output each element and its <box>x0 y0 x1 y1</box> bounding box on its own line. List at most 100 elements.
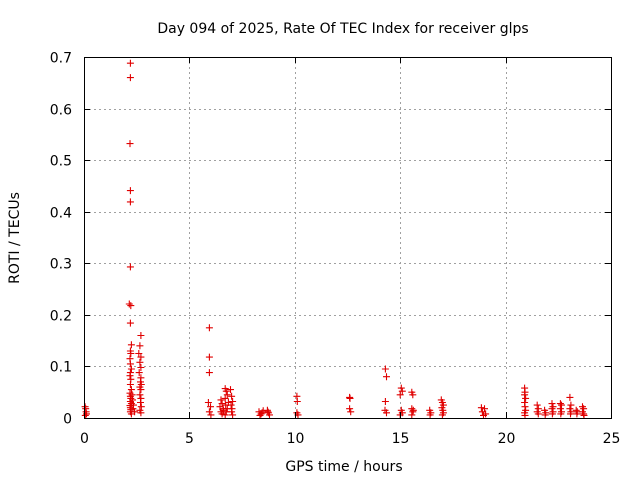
data-point <box>227 401 235 409</box>
data-point <box>137 399 144 406</box>
data-point <box>398 387 406 395</box>
y-tick-label: 0.3 <box>50 257 72 273</box>
y-tick-labels: 0 0.1 0.2 0.3 0.4 0.5 0.6 0.7 <box>50 51 72 428</box>
data-point <box>258 409 266 417</box>
data-point <box>126 198 134 206</box>
data-point <box>126 74 134 82</box>
data-point <box>572 406 580 414</box>
data-point <box>548 410 556 418</box>
data-point <box>135 350 143 357</box>
data-point <box>408 411 416 419</box>
data-point <box>557 410 565 418</box>
data-point <box>397 384 405 392</box>
data-point <box>228 408 236 416</box>
data-point <box>264 408 272 416</box>
data-point <box>223 391 231 399</box>
data-point <box>580 411 588 419</box>
data-point <box>137 364 145 371</box>
x-tick-label: 20 <box>498 431 516 447</box>
data-point <box>567 401 575 409</box>
data-point <box>137 409 145 417</box>
data-point <box>136 391 144 399</box>
data-point <box>126 372 134 380</box>
plot-frame <box>84 57 612 419</box>
data-point <box>381 365 389 373</box>
y-tick-label: 0.6 <box>50 103 72 119</box>
data-points <box>81 59 588 419</box>
data-point <box>221 411 229 419</box>
data-point <box>136 342 144 350</box>
x-tick-label: 10 <box>287 431 305 447</box>
data-point <box>127 350 135 357</box>
y-axis-label: ROTI / TECUs <box>7 192 23 284</box>
data-point <box>205 369 213 377</box>
data-point <box>136 358 144 366</box>
data-point <box>383 373 390 381</box>
data-point <box>137 332 145 339</box>
data-point <box>128 391 136 399</box>
data-point <box>533 401 541 409</box>
data-point <box>127 386 135 394</box>
data-point <box>409 391 417 399</box>
data-point <box>127 341 135 349</box>
data-point <box>137 386 145 394</box>
data-point <box>521 403 529 411</box>
data-point <box>130 401 137 409</box>
data-point <box>129 405 137 413</box>
y-tick-label: 0.2 <box>50 309 72 325</box>
data-point <box>438 411 446 419</box>
data-point <box>135 369 143 377</box>
data-point <box>218 410 226 418</box>
data-point <box>567 410 574 418</box>
axis-ticks <box>84 57 612 419</box>
data-point <box>126 381 134 388</box>
data-point <box>229 411 237 419</box>
data-point <box>229 398 237 405</box>
x-tick-label: 5 <box>185 431 194 447</box>
data-point <box>521 391 529 399</box>
data-point <box>396 391 404 399</box>
data-point <box>126 360 134 368</box>
x-tick-label: 15 <box>392 431 410 447</box>
data-point <box>347 408 355 416</box>
data-point <box>205 408 213 416</box>
data-point <box>426 411 434 419</box>
grid-lines <box>84 57 611 418</box>
data-point <box>207 403 214 411</box>
x-tick-labels: 0 5 10 15 20 25 <box>80 431 620 447</box>
data-point <box>521 411 529 419</box>
data-point <box>573 410 581 418</box>
y-tick-label: 0.4 <box>50 206 72 222</box>
data-point <box>383 409 390 417</box>
data-point <box>81 411 89 419</box>
x-tick-label: 0 <box>80 431 89 447</box>
y-tick-label: 0 <box>63 412 72 428</box>
data-point <box>408 405 416 413</box>
data-point <box>126 263 134 271</box>
data-point <box>127 365 135 373</box>
data-point <box>221 394 229 402</box>
data-point <box>217 396 225 404</box>
data-point <box>137 403 145 411</box>
y-tick-label: 0.7 <box>50 51 72 67</box>
data-point <box>566 393 574 401</box>
data-point <box>534 410 542 418</box>
data-point <box>558 401 565 409</box>
x-axis-label: GPS time / hours <box>285 459 402 475</box>
data-point <box>126 187 134 195</box>
data-point <box>131 408 139 416</box>
data-point <box>127 302 135 310</box>
data-point <box>541 411 549 419</box>
data-point <box>227 386 234 394</box>
data-point <box>228 392 236 400</box>
data-point <box>293 398 301 405</box>
data-point <box>566 405 574 413</box>
data-point <box>346 405 354 413</box>
data-point <box>477 404 485 412</box>
data-point <box>381 398 389 405</box>
data-point <box>126 59 134 67</box>
data-point <box>266 411 273 419</box>
data-point <box>204 399 212 406</box>
data-point <box>126 140 134 148</box>
